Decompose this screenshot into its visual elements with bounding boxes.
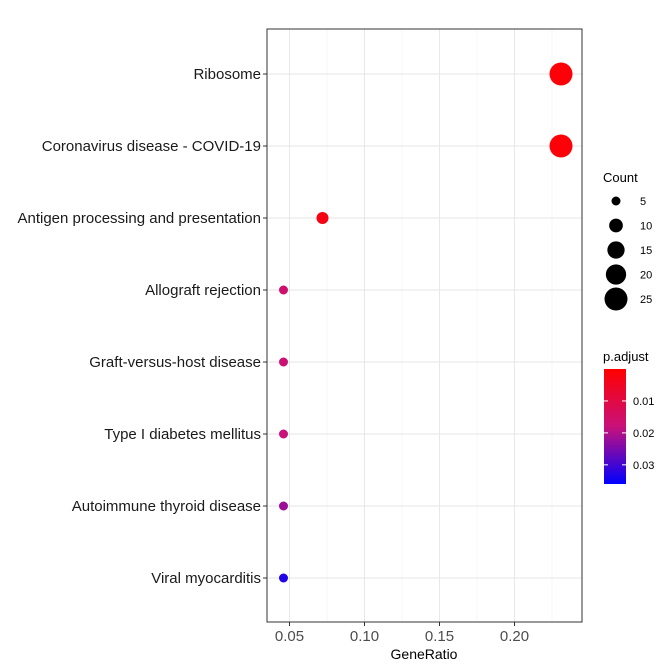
- p-adjust-colorbar: [604, 369, 626, 484]
- colorbar-label: 0.03: [633, 460, 654, 472]
- x-tick-label: 0.05: [275, 628, 304, 645]
- p-adjust-legend-title: p.adjust: [603, 349, 649, 364]
- count-legend-label: 25: [640, 294, 652, 306]
- y-tick-label: Ribosome: [193, 66, 261, 83]
- count-legend-title: Count: [603, 170, 638, 185]
- count-legend-key: [605, 264, 627, 285]
- panel-background: [267, 29, 582, 622]
- count-legend-key: [609, 218, 623, 233]
- x-tick-label: 0.15: [425, 628, 454, 645]
- colorbar-label: 0.01: [633, 396, 654, 408]
- y-tick-label: Autoimmune thyroid disease: [72, 498, 261, 515]
- data-point: [316, 211, 329, 225]
- count-legend-label: 10: [640, 221, 652, 233]
- y-tick-label: Viral myocarditis: [151, 570, 261, 587]
- y-tick-label: Coronavirus disease - COVID-19: [42, 138, 261, 155]
- y-tick-label: Allograft rejection: [145, 282, 261, 299]
- y-axis: Ribosome Coronavirus disease - COVID-19 An…: [17, 66, 267, 587]
- p-adjust-legend: p.adjust 0.01 0.02 0.03: [603, 349, 654, 484]
- data-point: [279, 501, 288, 511]
- count-legend-key: [611, 196, 621, 206]
- plot-panel: [266, 28, 583, 623]
- count-legend-key: [607, 241, 625, 259]
- y-tick-label: Type I diabetes mellitus: [104, 426, 261, 443]
- count-legend-key: [604, 287, 628, 311]
- data-point: [549, 62, 573, 86]
- count-legend-label: 5: [640, 196, 646, 208]
- data-point: [279, 357, 288, 367]
- y-tick-label: Antigen processing and presentation: [17, 210, 261, 227]
- colorbar-label: 0.02: [633, 428, 654, 440]
- panel-border: [266, 28, 583, 623]
- data-points: [279, 62, 573, 583]
- x-axis-title: GeneRatio: [391, 646, 458, 662]
- x-tick-label: 0.20: [500, 628, 529, 645]
- data-point: [279, 285, 288, 295]
- x-axis: 0.05 0.10 0.15 0.20: [275, 622, 529, 645]
- count-legend: Count 5 10 15 20 25: [603, 170, 652, 311]
- data-point: [549, 134, 573, 158]
- y-tick-label: Graft-versus-host disease: [89, 354, 261, 371]
- data-point: [279, 573, 288, 583]
- x-tick-label: 0.10: [350, 628, 379, 645]
- count-legend-label: 20: [640, 270, 652, 282]
- data-point: [279, 429, 288, 439]
- count-legend-label: 15: [640, 245, 652, 257]
